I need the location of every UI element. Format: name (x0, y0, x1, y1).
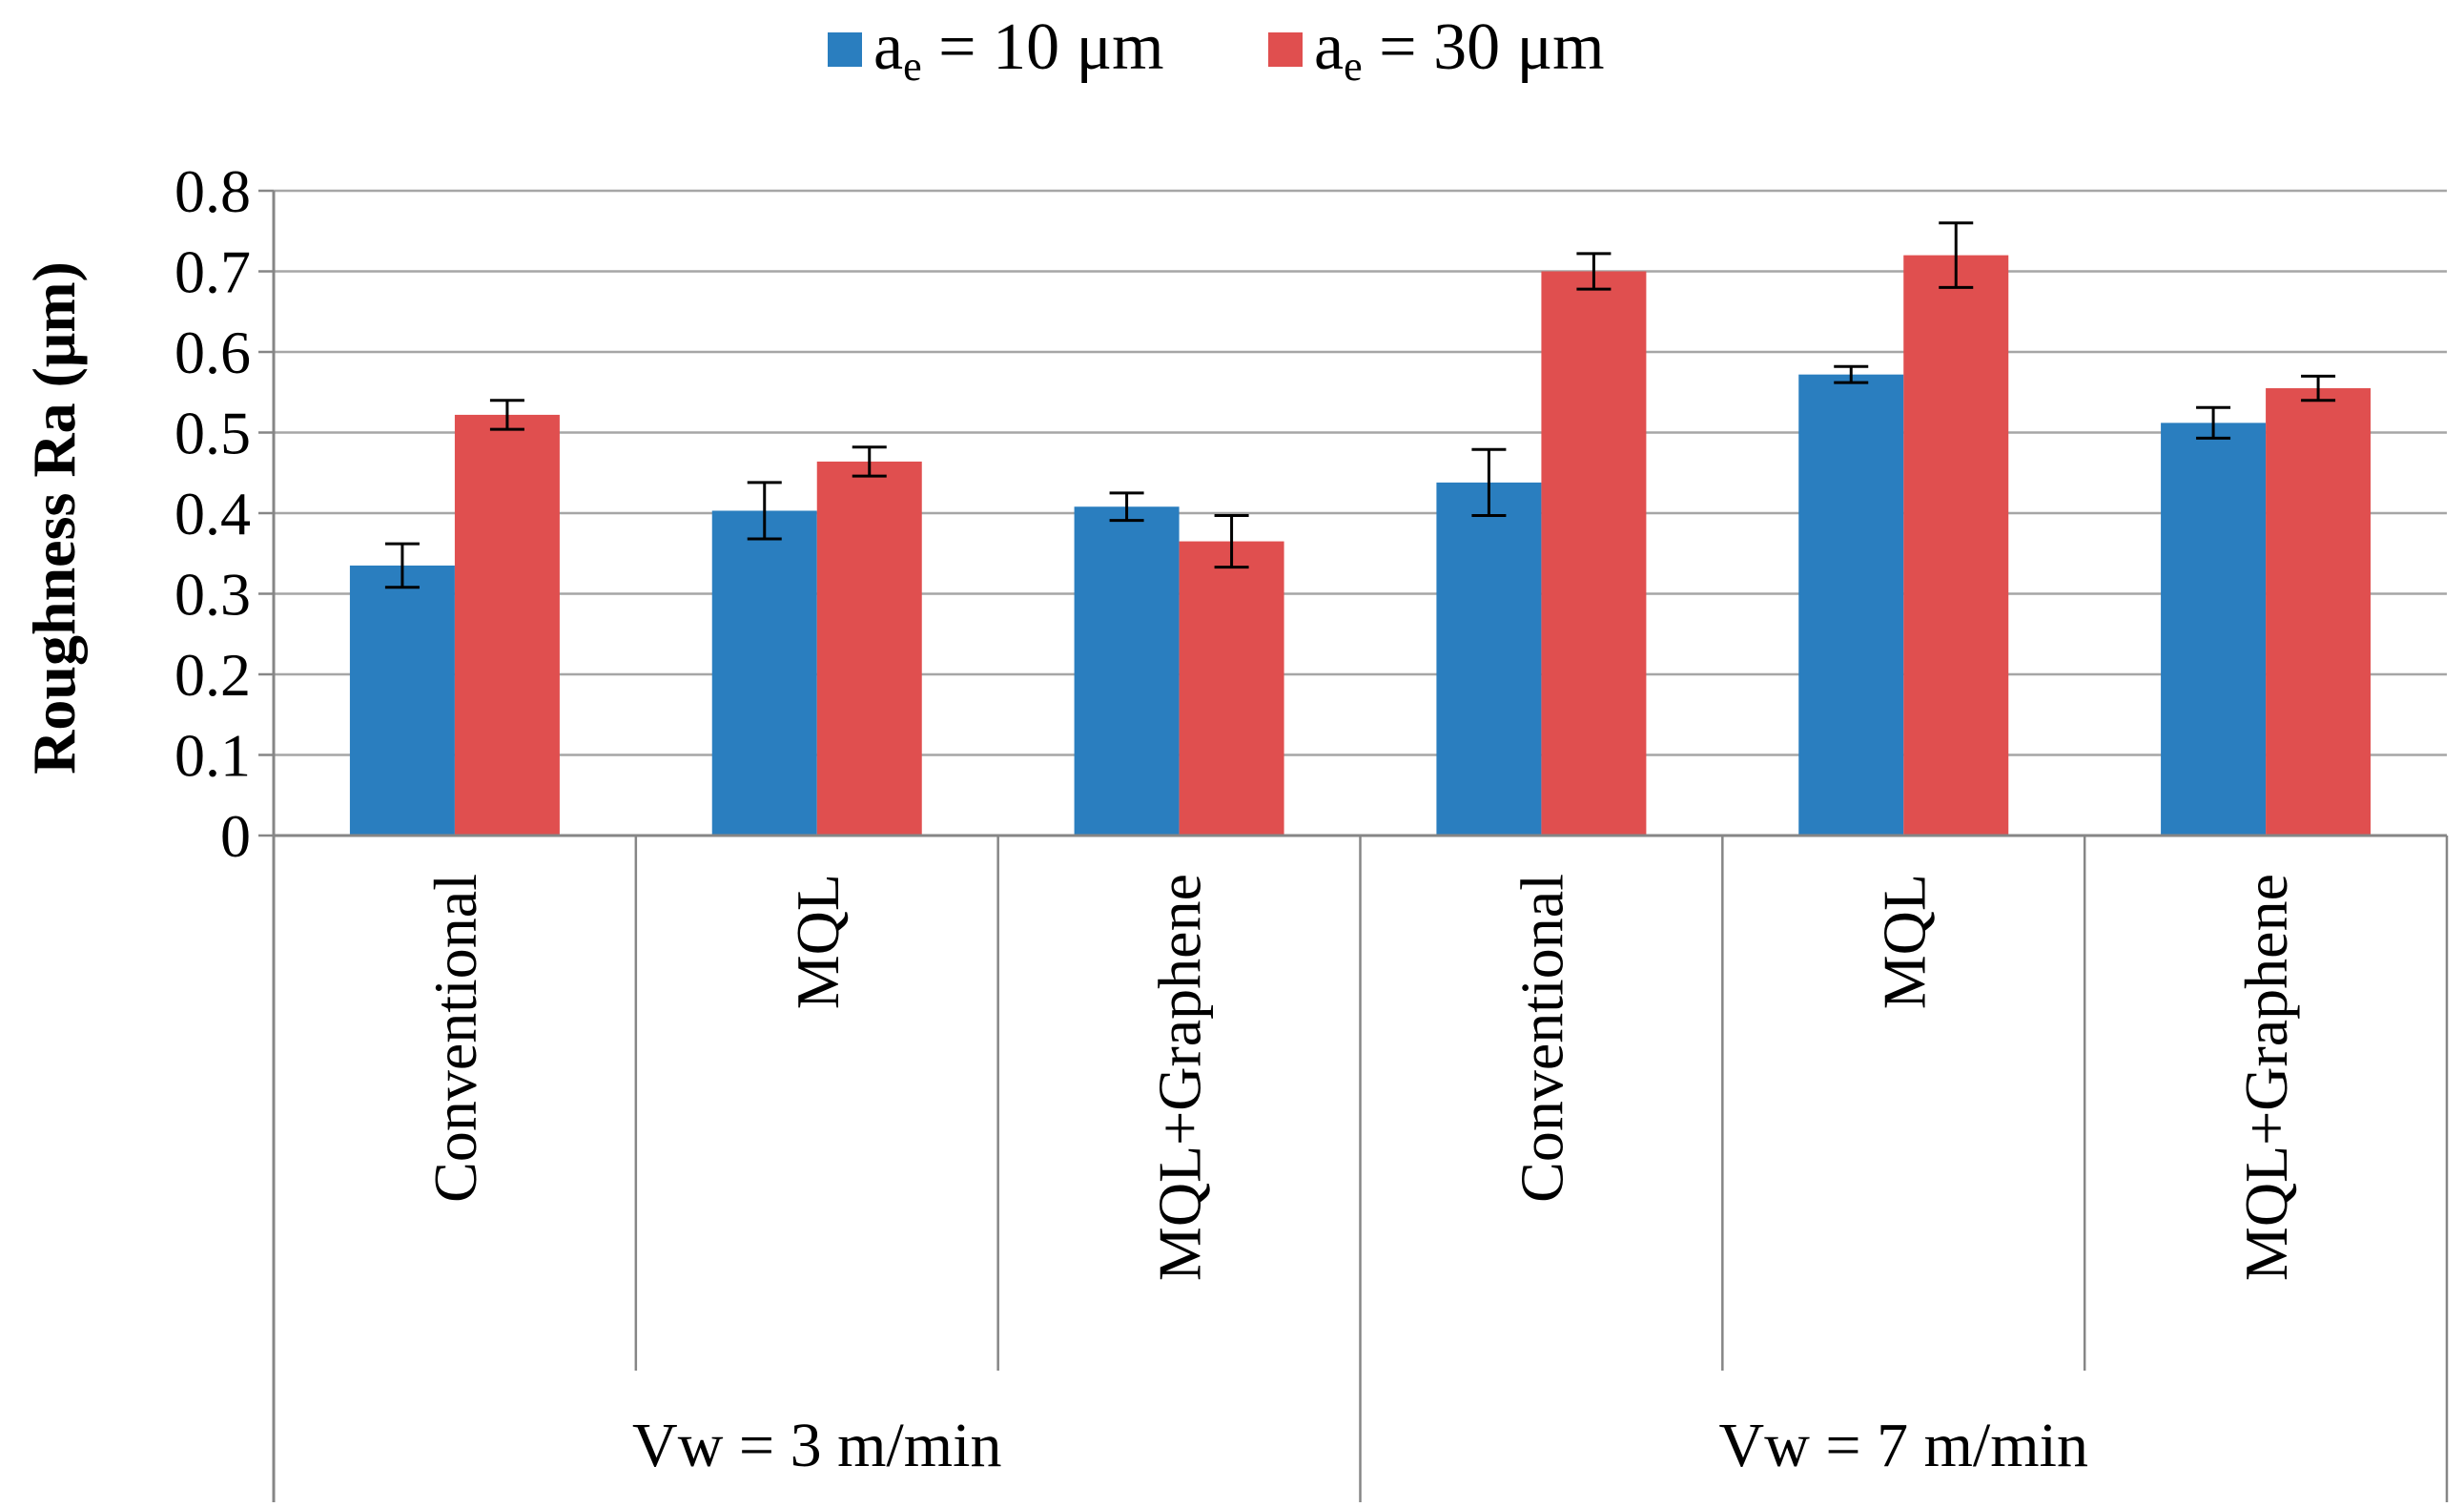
group-labels: Vw = 3 m/min Vw = 7 m/min (632, 1411, 2088, 1480)
category-label: MQL (784, 874, 852, 1009)
legend: ae = 10 μm ae = 30 μm (828, 10, 1605, 90)
category-label: Conventional (421, 874, 489, 1203)
error-bars (384, 221, 2336, 589)
y-tick-labels: 0 0.1 0.2 0.3 0.4 0.5 0.6 0.7 0.8 (175, 157, 251, 870)
bar (454, 414, 560, 836)
y-axis-label: Roughness Ra (μm) (20, 261, 88, 774)
bar (2161, 423, 2267, 836)
legend-swatch (1268, 32, 1303, 67)
bar (1798, 374, 1904, 836)
axes (258, 189, 2449, 1502)
y-tick-label: 0.6 (175, 319, 251, 386)
bars (349, 255, 2372, 836)
y-tick-label: 0.8 (175, 157, 251, 225)
legend-swatch (828, 32, 862, 67)
category-label: Conventional (1508, 874, 1575, 1203)
group-label: Vw = 7 m/min (1719, 1411, 2088, 1480)
y-tick-label: 0.1 (175, 722, 251, 790)
y-tick-label: 0.4 (175, 480, 251, 547)
category-labels: Conventional MQL MQL+Graphene Conventional M… (421, 874, 2300, 1281)
y-tick-label: 0.3 (175, 561, 251, 629)
y-tick-label: 0.5 (175, 400, 251, 467)
group-label: Vw = 3 m/min (632, 1411, 1001, 1480)
y-tick-label: 0.7 (175, 238, 251, 306)
legend-label: ae = 30 μm (1314, 10, 1605, 90)
bar (1074, 506, 1180, 836)
bar (711, 510, 817, 836)
legend-label: ae = 10 μm (873, 10, 1164, 90)
gridlines (274, 189, 2447, 756)
y-tick-label: 0 (220, 802, 251, 870)
category-label: MQL (1870, 874, 1938, 1009)
bar (2266, 388, 2372, 836)
bar (816, 461, 922, 836)
category-label: MQL+Graphene (1146, 874, 1214, 1281)
category-label: MQL+Graphene (2232, 874, 2300, 1281)
bar (349, 565, 455, 836)
bar (1179, 541, 1284, 836)
bar (1541, 271, 1647, 836)
y-tick-label: 0.2 (175, 641, 251, 709)
bar (1436, 482, 1542, 836)
bar (1903, 255, 2009, 836)
